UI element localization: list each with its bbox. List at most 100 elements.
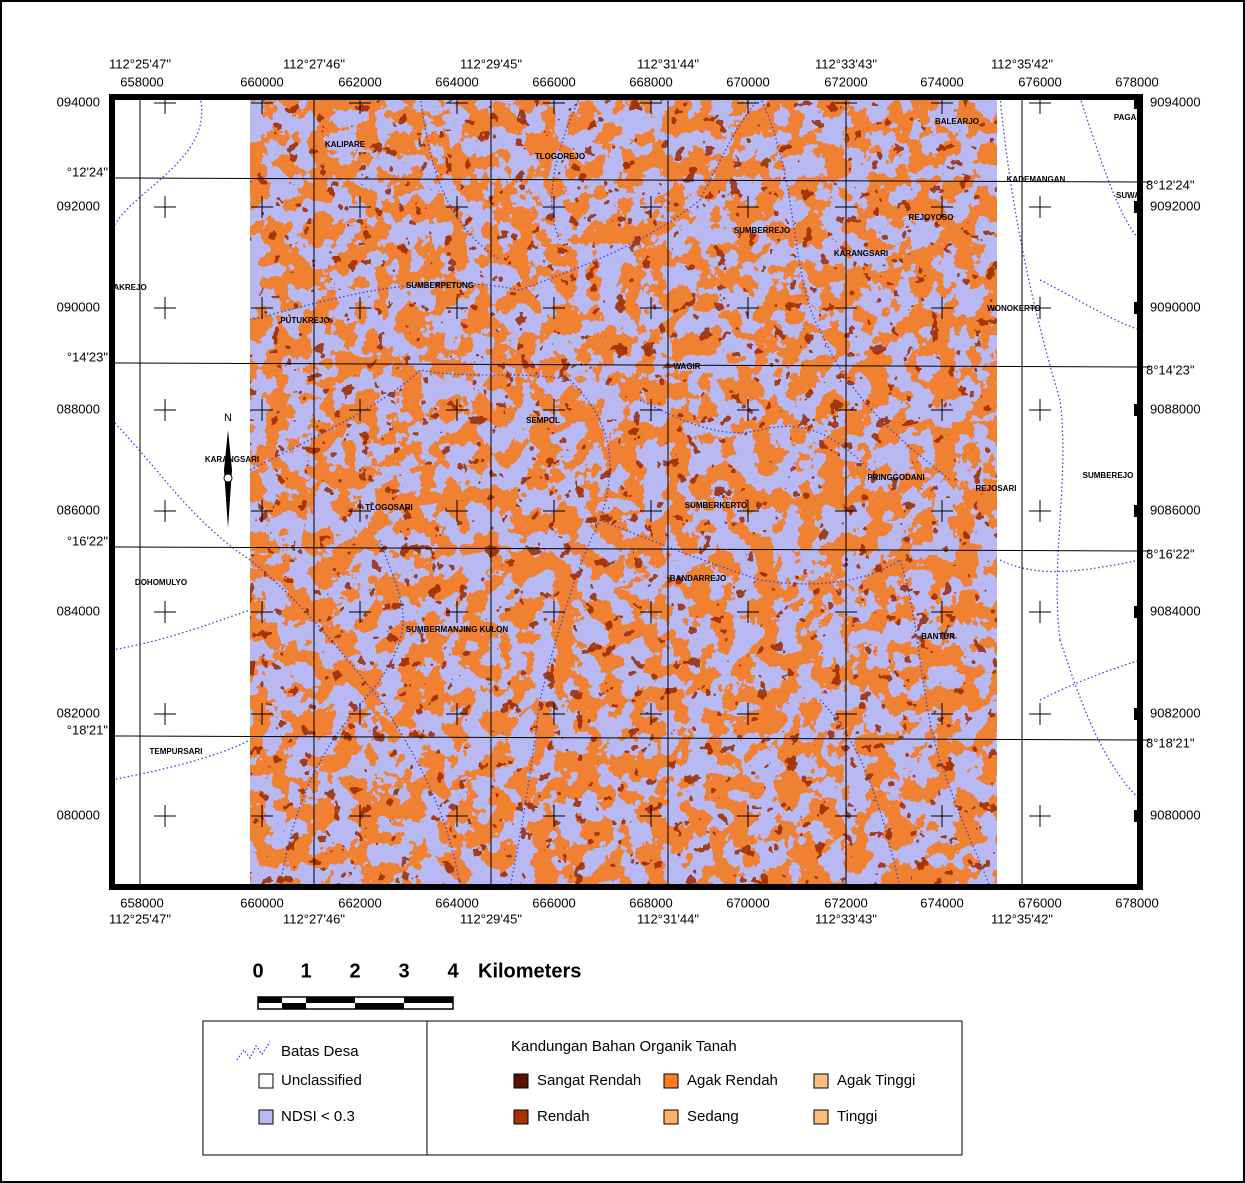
easting-label-top: 660000 [240,74,283,89]
latitude-label-left: °14'23" [67,349,109,364]
easting-label-bottom: 658000 [120,895,163,910]
legend-label: Agak Rendah [687,1072,778,1089]
easting-label-top: 662000 [338,74,381,89]
easting-label-top: 666000 [532,74,575,89]
village-label: AKREJO [113,283,146,292]
longitude-label-bottom: 112°25'47" [109,911,171,926]
village-label: KARANGSARI [834,249,888,258]
village-label: KALIPARE [325,140,366,149]
village-label: SEMPOL [526,416,560,425]
northing-label-right: 9090000 [1150,299,1201,314]
village-label: SUMBEREJO [1083,471,1134,480]
village-label: BANTUR [921,632,955,641]
village-label: DOHOMULYO [135,578,187,587]
northing-label-left: 092000 [57,198,100,213]
map-page: KALIPARETLOGOREJOBALEARJOPAGAKKADEMANGAN… [0,0,1245,1183]
easting-label-bottom: 668000 [629,895,672,910]
longitude-label-bottom: 112°29'45" [460,911,522,926]
northing-tick [1134,708,1140,720]
soil-texture-dark [250,97,997,887]
longitude-label-bottom: 112°35'42" [991,911,1053,926]
latitude-label-right: 8°18'21" [1146,735,1195,750]
easting-label-top: 676000 [1018,74,1061,89]
northing-tick [1134,97,1140,109]
easting-label-top: 670000 [726,74,769,89]
village-label: TEMPURSARI [150,747,203,756]
legend-swatch [814,1074,828,1088]
latitude-label-left: °12'24" [67,164,109,179]
latitude-label-right: 8°14'23" [1146,362,1195,377]
northing-label-left: 082000 [57,705,100,720]
legend-swatch [514,1110,528,1124]
village-label: PRINGGODANI [867,473,924,482]
village-label: TLOGOREJO [535,152,585,161]
legend-swatch [814,1110,828,1124]
village-label: REJOYOSO [909,213,954,222]
scale-label: 1 [300,960,311,982]
northing-tick [1134,404,1140,416]
northing-label-left: 094000 [57,94,100,109]
easting-label-bottom: 664000 [435,895,478,910]
latitude-label-right: 8°12'24" [1146,177,1195,192]
longitude-label-top: 112°35'42" [991,56,1053,71]
northing-tick [1134,810,1140,822]
northing-label-right: 9086000 [1150,502,1201,517]
latitude-label-right: 8°16'22" [1146,546,1195,561]
legend-label: Sedang [687,1108,739,1125]
easting-label-top: 674000 [920,74,963,89]
easting-label-bottom: 674000 [920,895,963,910]
village-label: REJOSARI [976,484,1017,493]
scale-label: 2 [349,960,360,982]
latitude-label-left: °16'22" [67,533,109,548]
easting-label-top: 678000 [1115,74,1158,89]
scale-unit: Kilometers [478,960,581,982]
legend-label: Agak Tinggi [837,1072,915,1089]
northing-label-right: 9088000 [1150,401,1201,416]
northing-label-left: 084000 [57,603,100,618]
northing-tick [1134,505,1140,517]
northing-label-left: 086000 [57,502,100,517]
longitude-label-top: 112°29'45" [460,56,522,71]
northing-label-left: 080000 [57,807,100,822]
village-label: WAGIR [673,362,700,371]
north-label: N [224,412,232,424]
scale-bar: 01234Kilometers [252,960,581,1009]
village-label: SUMBERREJO [734,226,790,235]
easting-label-top: 672000 [824,74,867,89]
legend-label: Batas Desa [281,1043,359,1060]
longitude-label-top: 112°27'46" [283,56,345,71]
village-label: KARANGSARI [205,455,259,464]
latitude-label-left: °18'21" [67,722,109,737]
easting-label-bottom: 670000 [726,895,769,910]
northing-tick [1134,606,1140,618]
legend-swatch [664,1110,678,1124]
legend-label: Sangat Rendah [537,1072,641,1089]
easting-label-top: 658000 [120,74,163,89]
village-label: WONOKERTO [987,304,1041,313]
longitude-label-bottom: 112°33'43" [815,911,877,926]
easting-label-top: 668000 [629,74,672,89]
legend-label: Unclassified [281,1072,362,1089]
northing-label-right: 9080000 [1150,807,1201,822]
easting-label-bottom: 676000 [1018,895,1061,910]
village-label: TLOGOSARI [365,503,413,512]
easting-label-bottom: 660000 [240,895,283,910]
legend-swatch [514,1074,528,1088]
easting-label-bottom: 678000 [1115,895,1158,910]
legend-label: NDSI < 0.3 [281,1108,355,1125]
northing-label-right: 9094000 [1150,94,1201,109]
legend-label: Tinggi [837,1108,877,1125]
easting-label-bottom: 666000 [532,895,575,910]
longitude-label-bottom: 112°31'44" [637,911,699,926]
northing-label-right: 9092000 [1150,198,1201,213]
northing-tick [1134,302,1140,314]
northing-label-right: 9084000 [1150,603,1201,618]
longitude-label-top: 112°31'44" [637,56,699,71]
scale-label: 0 [252,960,263,982]
easting-label-bottom: 662000 [338,895,381,910]
northing-label-left: 088000 [57,401,100,416]
legend-label: Rendah [537,1108,590,1125]
legend-swatch [664,1074,678,1088]
village-label: KADEMANGAN [1007,175,1066,184]
